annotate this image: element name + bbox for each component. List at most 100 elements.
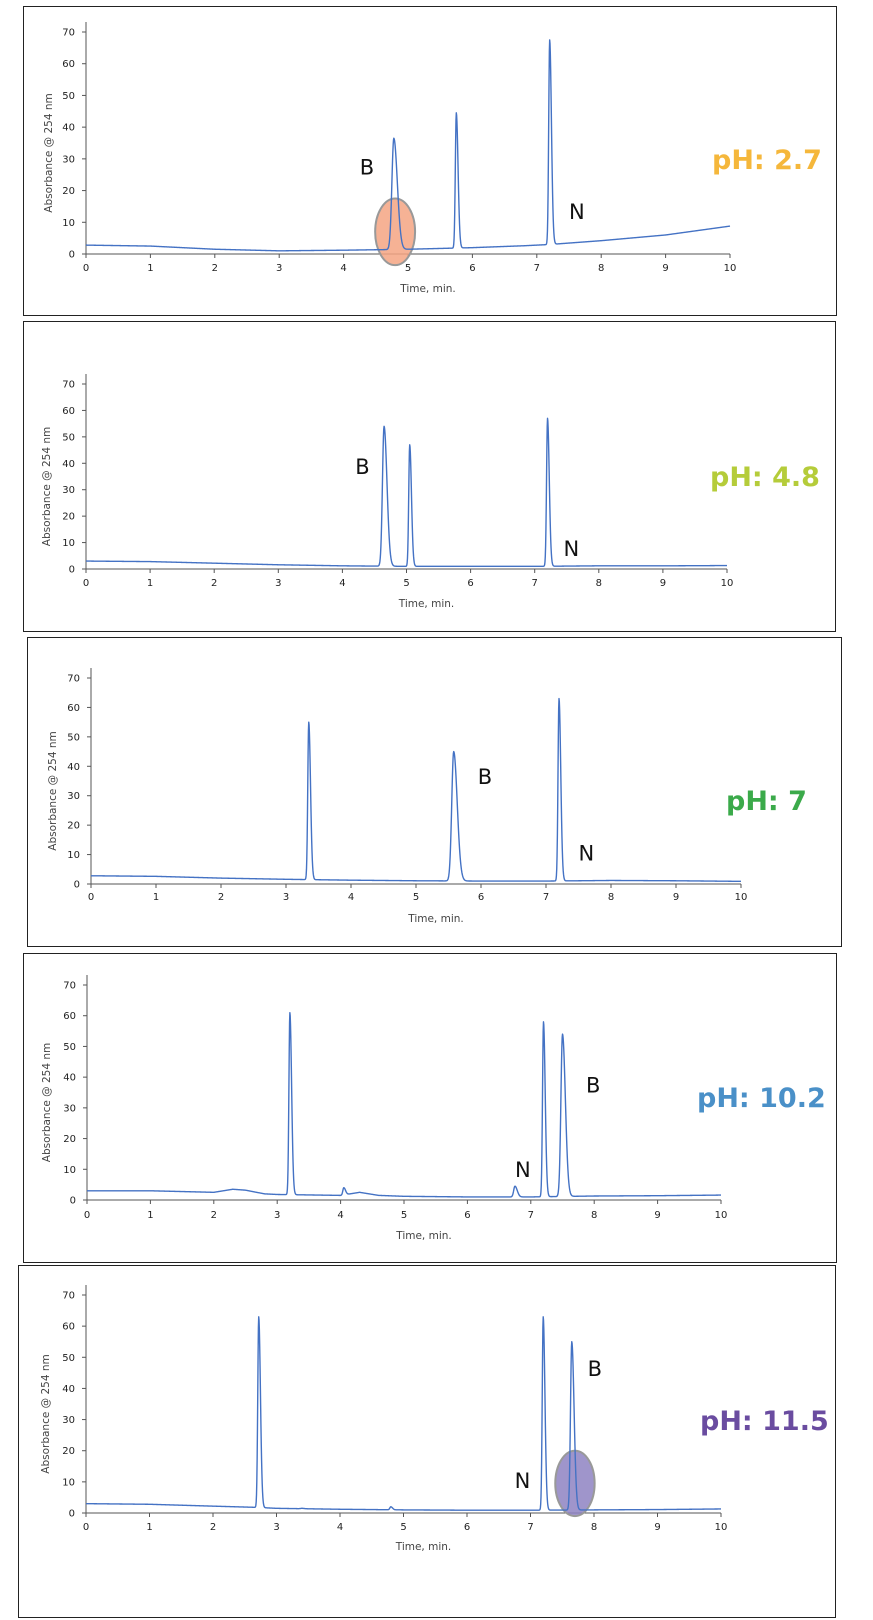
y-tick-label: 70	[62, 28, 75, 39]
x-tick-label: 8	[596, 578, 602, 589]
x-tick-label: 2	[212, 263, 218, 274]
x-tick-label: 5	[403, 578, 409, 589]
chromatogram-trace	[85, 417, 728, 568]
x-tick-label: 2	[210, 1522, 216, 1533]
y-tick-label: 20	[67, 821, 80, 832]
x-tick-label: 7	[543, 892, 549, 903]
x-tick-label: 4	[337, 1522, 343, 1533]
chromatogram-chart: 0 1 2 3 4 5 6 7 8 9 10 0 10 20 30 40 50 60 70 Time, min. Abs…	[47, 668, 807, 925]
x-tick-label: 5	[405, 263, 411, 274]
x-tick-label: 6	[464, 1522, 470, 1533]
x-tick-label: 0	[88, 892, 94, 903]
peak-label-n: N	[515, 1469, 531, 1493]
x-tick-label: 4	[348, 892, 354, 903]
x-tick-label: 1	[147, 1210, 153, 1221]
y-tick-label: 20	[62, 512, 75, 523]
chromatogram-panel-ph-7: 0 1 2 3 4 5 6 7 8 9 10 0 10 20 30 40 50 60 70 Time, min. Abs…	[27, 637, 842, 947]
chromatogram-trace	[85, 39, 731, 252]
x-axis-title: Time, min.	[395, 1230, 452, 1242]
y-axis-title: Absorbance @ 254 nm	[43, 93, 55, 212]
x-tick-label: 1	[147, 263, 153, 274]
x-tick-label: 6	[478, 892, 484, 903]
x-tick-label: 2	[211, 578, 217, 589]
y-tick-label: 40	[63, 1073, 76, 1084]
chromatogram-panel-ph-10-2: 0 1 2 3 4 5 6 7 8 9 10 0 10 20 30 40 50 60 70 Time, min. Abs…	[23, 953, 837, 1263]
chromatogram-chart: 0 1 2 3 4 5 6 7 8 9 10 0 10 20 30 40 50 60 70 Time, min. Abs…	[43, 22, 822, 295]
peak-label-n: N	[579, 841, 595, 865]
peak-label-n: N	[515, 1158, 531, 1182]
x-tick-label: 5	[401, 1210, 407, 1221]
y-tick-label: 20	[63, 1134, 76, 1145]
y-tick-label: 30	[63, 1103, 76, 1114]
y-tick-label: 30	[62, 1415, 75, 1426]
x-tick-label: 10	[715, 1522, 728, 1533]
x-tick-label: 9	[660, 578, 666, 589]
y-tick-label: 0	[70, 1196, 76, 1207]
x-tick-label: 5	[400, 1522, 406, 1533]
y-tick-label: 70	[62, 1291, 75, 1302]
chromatogram-chart: 0 1 2 3 4 5 6 7 8 9 10 0 10 20 30 40 50 60 70 Time, min. Abs…	[41, 374, 820, 610]
x-tick-label: 5	[413, 892, 419, 903]
chromatogram-chart: 0 1 2 3 4 5 6 7 8 9 10 0 10 20 30 40 50 60 70 Time, min. Abs…	[41, 975, 826, 1242]
y-tick-label: 0	[74, 880, 80, 891]
y-tick-label: 50	[67, 732, 80, 743]
x-tick-label: 6	[467, 578, 473, 589]
y-axis-title: Absorbance @ 254 nm	[41, 427, 53, 546]
x-tick-label: 0	[83, 578, 89, 589]
y-tick-label: 10	[62, 538, 75, 549]
x-tick-label: 0	[83, 263, 89, 274]
y-tick-label: 50	[63, 1042, 76, 1053]
x-tick-label: 3	[273, 1522, 279, 1533]
y-tick-label: 0	[69, 565, 75, 576]
y-tick-label: 0	[69, 1509, 75, 1520]
x-tick-label: 9	[673, 892, 679, 903]
y-axis-title: Absorbance @ 254 nm	[47, 731, 59, 850]
y-tick-label: 70	[62, 380, 75, 391]
y-tick-label: 40	[62, 1384, 75, 1395]
x-tick-label: 3	[276, 263, 282, 274]
y-tick-label: 60	[67, 703, 80, 714]
y-tick-label: 70	[63, 981, 76, 992]
chromatogram-trace	[85, 1316, 722, 1511]
chromatogram-trace	[90, 697, 742, 883]
x-tick-label: 8	[591, 1522, 597, 1533]
ph-label: pH: 11.5	[700, 1406, 829, 1437]
y-tick-label: 20	[62, 1446, 75, 1457]
ph-label: pH: 2.7	[712, 145, 822, 176]
y-tick-label: 50	[62, 1353, 75, 1364]
x-axis-title: Time, min.	[399, 283, 456, 295]
x-tick-label: 10	[724, 263, 737, 274]
y-tick-label: 10	[62, 218, 75, 229]
x-tick-label: 3	[275, 578, 281, 589]
x-tick-label: 7	[534, 263, 540, 274]
y-tick-label: 10	[63, 1165, 76, 1176]
x-tick-label: 1	[153, 892, 159, 903]
y-axis-title: Absorbance @ 254 nm	[40, 1354, 52, 1473]
ph-label: pH: 10.2	[697, 1083, 826, 1114]
x-tick-label: 4	[339, 578, 345, 589]
y-tick-label: 40	[67, 762, 80, 773]
peak-label-n: N	[564, 537, 580, 561]
x-tick-label: 10	[721, 578, 734, 589]
y-tick-label: 50	[62, 432, 75, 443]
x-tick-label: 3	[274, 1210, 280, 1221]
y-tick-label: 30	[62, 154, 75, 165]
x-tick-label: 6	[464, 1210, 470, 1221]
ph-label: pH: 4.8	[710, 462, 820, 493]
y-tick-label: 40	[62, 123, 75, 134]
peak-label-b: B	[478, 765, 492, 789]
chromatogram-chart: 0 1 2 3 4 5 6 7 8 9 10 0 10 20 30 40 50 60 70 Time, min. Abs…	[40, 1285, 829, 1553]
x-tick-label: 7	[527, 1522, 533, 1533]
x-tick-label: 8	[591, 1210, 597, 1221]
x-tick-label: 6	[469, 263, 475, 274]
y-tick-label: 30	[62, 485, 75, 496]
x-tick-label: 0	[83, 1522, 89, 1533]
x-tick-label: 10	[735, 892, 748, 903]
x-tick-label: 8	[598, 263, 604, 274]
x-tick-label: 4	[337, 1210, 343, 1221]
peak-label-b: B	[588, 1357, 602, 1381]
y-tick-label: 60	[63, 1011, 76, 1022]
y-tick-label: 60	[62, 1322, 75, 1333]
x-tick-label: 7	[528, 1210, 534, 1221]
x-tick-label: 1	[147, 578, 153, 589]
